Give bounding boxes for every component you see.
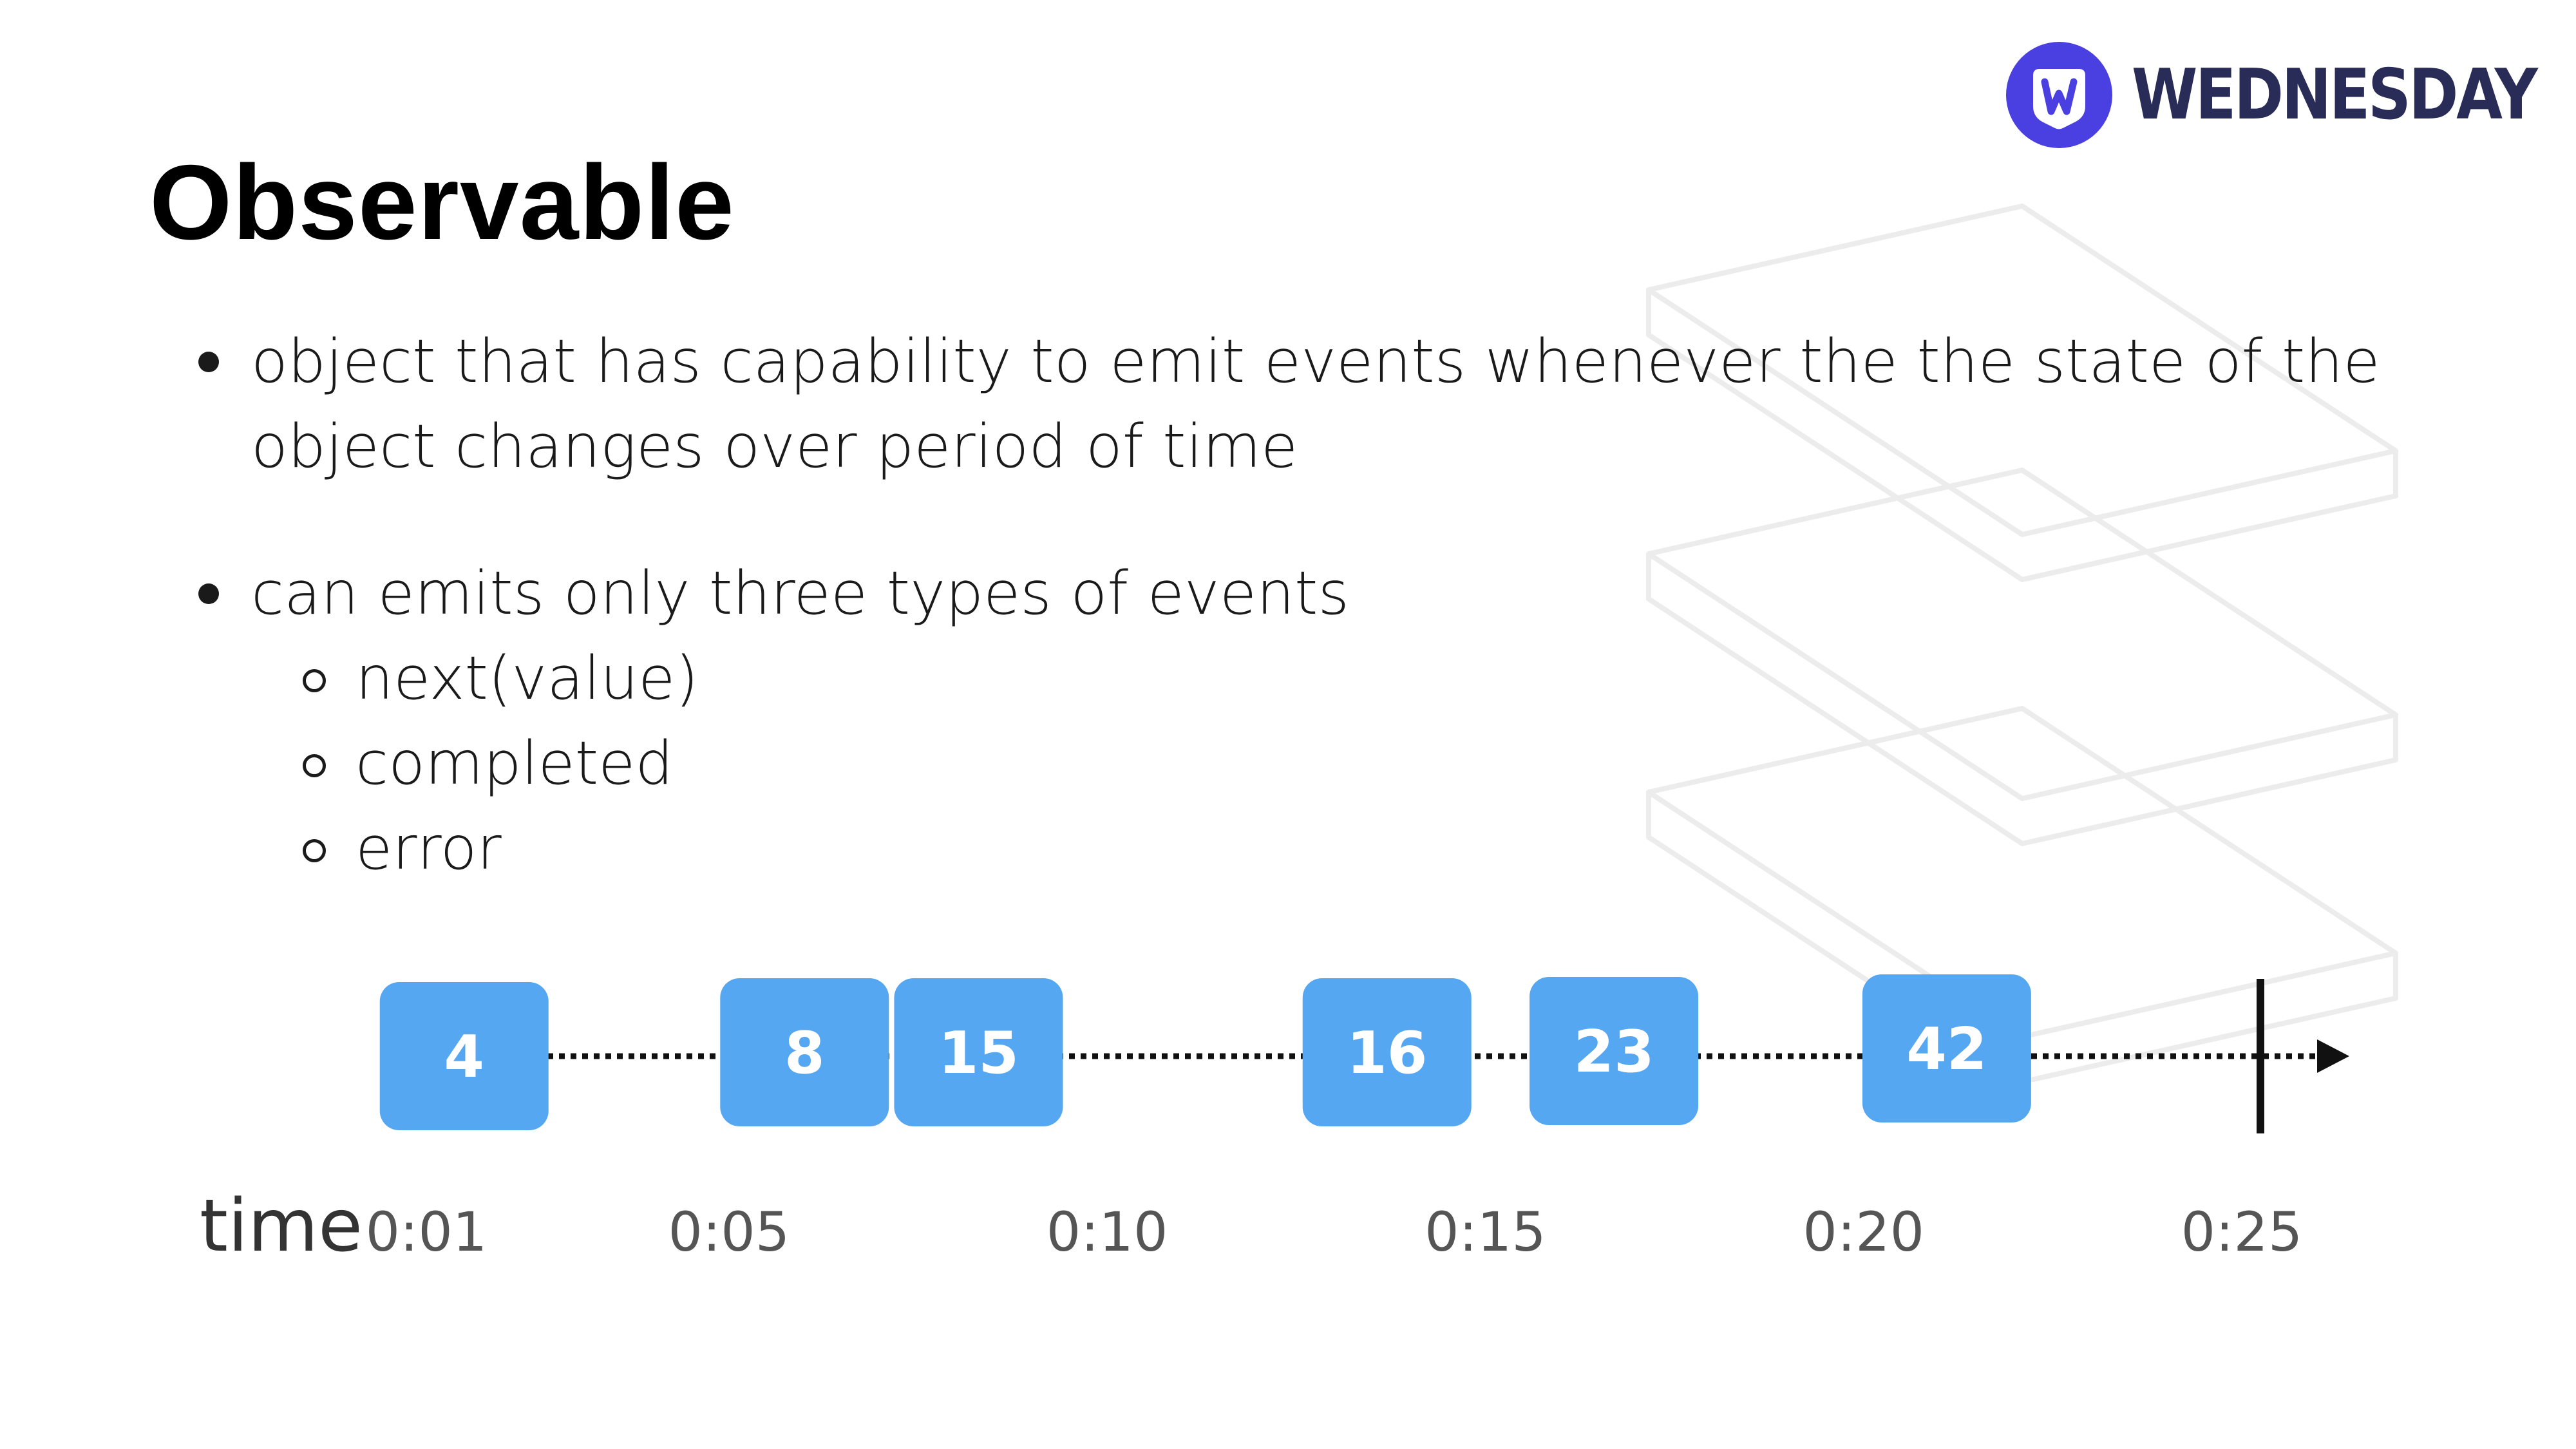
tick-label: 0:10: [1046, 1200, 1168, 1264]
event-value: 8: [784, 1019, 825, 1087]
sub-bullet-item: error: [303, 806, 2428, 891]
event-value: 16: [1347, 1019, 1427, 1087]
tick-label: 0:01: [366, 1200, 488, 1264]
bullet-item-label: can emits only three types of events: [251, 558, 1349, 628]
bullet-item: object that has capability to emit event…: [198, 319, 2428, 489]
sub-bullet-item: completed: [303, 721, 2428, 806]
bullet-list: object that has capability to emit event…: [198, 319, 2428, 891]
w-shield-icon: [2006, 42, 2112, 148]
tick-label: 0:25: [2181, 1200, 2303, 1264]
event-marble: [379, 982, 549, 1130]
axis-label: time: [200, 1184, 363, 1268]
brand-logo: WEDNESDAY: [2006, 42, 2576, 148]
tick-label: 0:20: [1803, 1200, 1924, 1264]
event-marble: [1302, 978, 1472, 1126]
timeline-arrowhead: [2317, 1039, 2349, 1073]
event-marble: [1530, 977, 1699, 1125]
event-marble: [1862, 974, 2031, 1122]
event-value: 4: [444, 1023, 484, 1091]
bullet-item: can emits only three types of events nex…: [198, 551, 2428, 891]
event-marble: [720, 978, 889, 1126]
event-marble: [894, 978, 1063, 1126]
slide-title: Observable: [149, 143, 735, 261]
tick-label: 0:15: [1425, 1200, 1546, 1264]
brand-wordmark: WEDNESDAY: [2132, 54, 2538, 135]
event-value: 42: [1906, 1016, 1987, 1083]
tick-label: 0:05: [668, 1200, 790, 1264]
event-value: 15: [938, 1019, 1019, 1087]
sub-bullet-item: next(value): [303, 636, 2428, 721]
observable-timeline: 4 8 15 16 23 42 time 0:01 0:05 0:10 0:15 0:20 0:25: [200, 974, 2349, 1268]
event-value: 23: [1573, 1018, 1654, 1086]
